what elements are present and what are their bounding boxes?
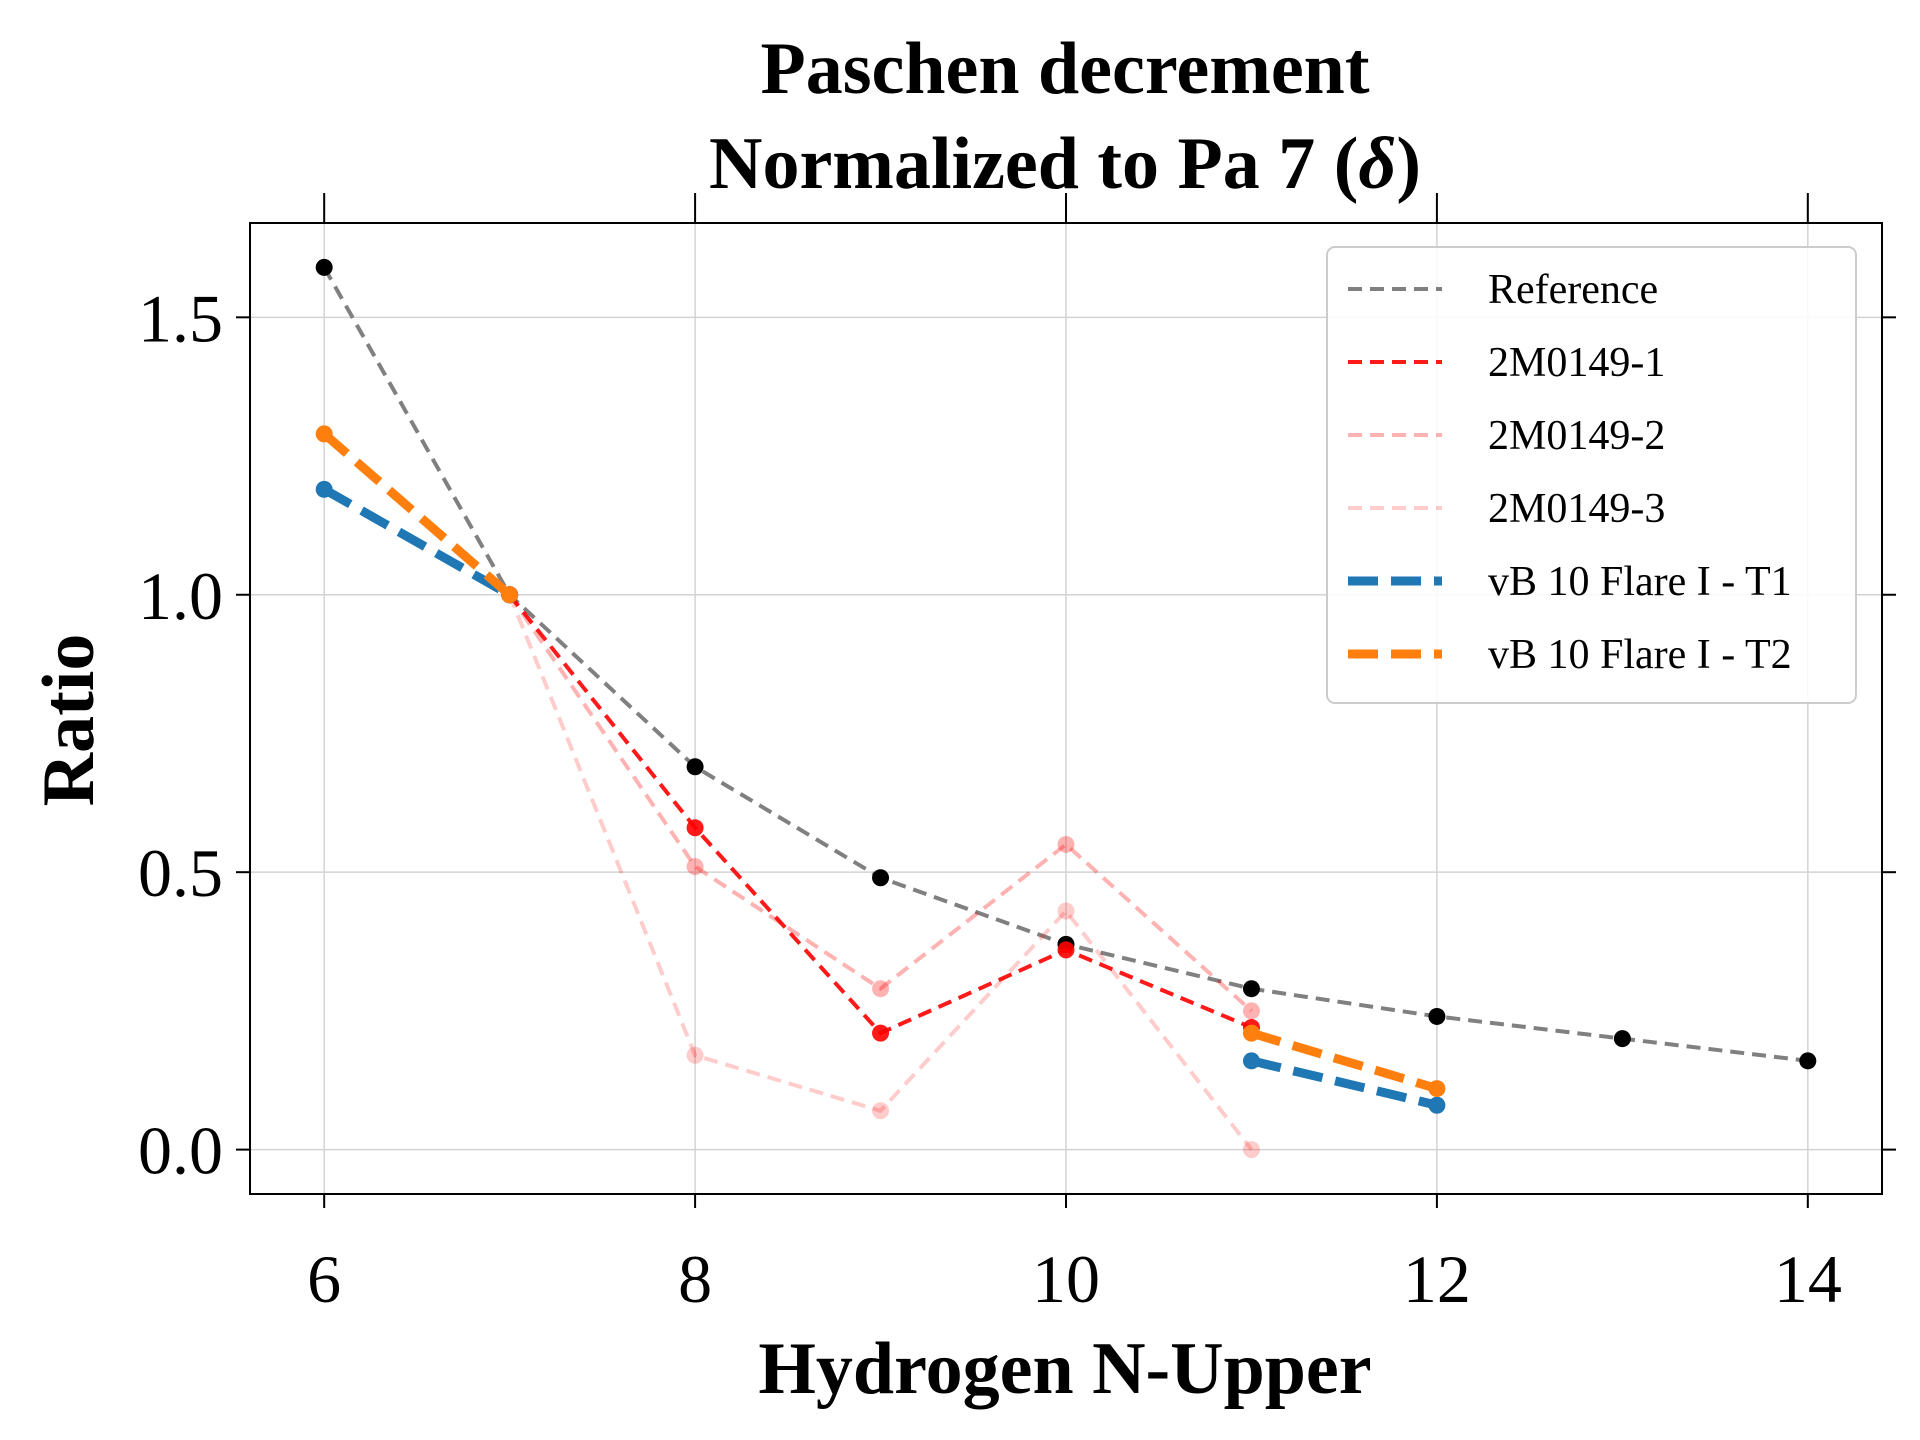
x-tick-label: 12 [1403, 1241, 1471, 1317]
data-point-vb-10-flare-i-t2 [1428, 1080, 1446, 1098]
series-line-vb-10-flare-i-t1 [321, 485, 512, 599]
series-2m0149-2 [501, 586, 1260, 1020]
legend-label-2m0149-2: 2M0149-2 [1488, 413, 1665, 459]
chart-title-line1: Paschen decrement [761, 28, 1370, 110]
series-vb-10-flare-i-t2 [315, 425, 1446, 1098]
data-point-vb-10-flare-i-t1 [1242, 1052, 1260, 1070]
data-point-reference [1242, 980, 1260, 998]
data-point-vb-10-flare-i-t1 [1428, 1096, 1446, 1114]
data-point-reference [872, 869, 890, 887]
data-point-2m0149-1 [686, 819, 704, 837]
chart-title-line2: Normalized to Pa 7 (δ) [709, 123, 1421, 205]
series-line-2m0149-1 [508, 593, 1253, 1036]
data-point-2m0149-2 [1057, 835, 1075, 853]
x-tick-label: 6 [307, 1241, 341, 1317]
legend-label-vb-10-flare-i-t1: vB 10 Flare I - T1 [1488, 559, 1792, 605]
data-point-2m0149-1 [1057, 941, 1075, 959]
legend-label-2m0149-3: 2M0149-3 [1488, 486, 1665, 532]
legend: Reference 2M0149-1 2M0149-2 2M0149-3 vB 10 F… [1326, 246, 1857, 704]
x-axis-label: Hydrogen N-Upper [758, 1328, 1371, 1410]
data-point-reference [315, 258, 333, 276]
legend-box [1326, 246, 1857, 704]
series-2m0149-1 [501, 586, 1260, 1042]
series-line-vb-10-flare-i-t2 [321, 430, 513, 599]
ticks: 6 8 10 12 14 0.0 0.5 1.0 1.5 [138, 193, 1896, 1317]
x-tick-label: 14 [1774, 1241, 1842, 1317]
series-line-2m0149-2 [507, 593, 1253, 1013]
data-point-vb-10-flare-i-t2 [1242, 1024, 1260, 1042]
y-tick-label: 0.5 [138, 835, 223, 911]
series-layer [315, 258, 1817, 1159]
x-tick-label: 10 [1032, 1241, 1100, 1317]
series-line-vb-10-flare-i-t2 [1250, 1028, 1439, 1093]
legend-label-vb-10-flare-i-t2: vB 10 Flare I - T2 [1488, 632, 1792, 678]
data-point-reference [1428, 1007, 1446, 1025]
data-point-vb-10-flare-i-t2 [501, 586, 519, 604]
data-point-vb-10-flare-i-t1 [315, 480, 333, 498]
series-line-vb-10-flare-i-t1 [1250, 1056, 1438, 1110]
data-point-2m0149-3 [686, 1046, 704, 1064]
data-point-2m0149-3 [872, 1102, 890, 1120]
data-point-2m0149-2 [872, 980, 890, 998]
series-line-2m0149-3 [507, 594, 1254, 1151]
data-point-vb-10-flare-i-t2 [315, 425, 333, 443]
legend-label-reference: Reference [1488, 267, 1658, 313]
y-tick-label: 1.5 [138, 280, 223, 356]
data-point-reference [1613, 1030, 1631, 1048]
legend-label-2m0149-1: 2M0149-1 [1488, 340, 1665, 386]
data-point-2m0149-2 [686, 858, 704, 876]
x-tick-label: 8 [678, 1241, 712, 1317]
y-axis-label: Ratio [28, 634, 110, 807]
data-point-reference [1799, 1052, 1817, 1070]
data-point-reference [686, 758, 704, 776]
data-point-2m0149-2 [1242, 1002, 1260, 1020]
y-tick-label: 0.0 [138, 1113, 223, 1189]
y-tick-label: 1.0 [138, 558, 223, 634]
data-point-2m0149-1 [872, 1024, 890, 1042]
series-vb-10-flare-i-t1 [315, 480, 1446, 1114]
data-point-2m0149-3 [1242, 1141, 1260, 1159]
data-point-2m0149-3 [1057, 902, 1075, 920]
